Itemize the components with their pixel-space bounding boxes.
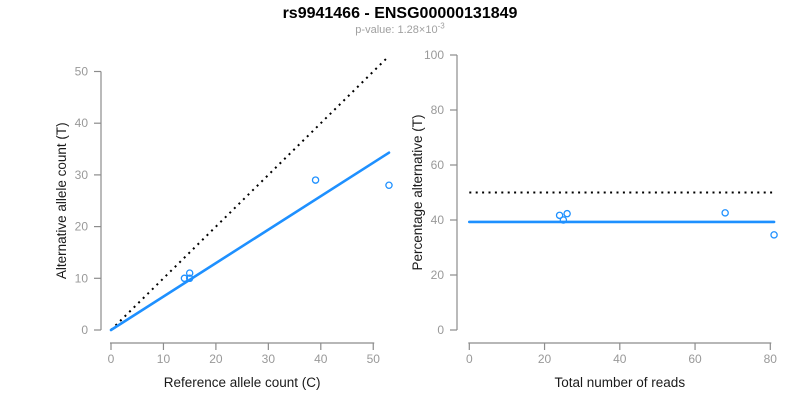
x-tick-label: 30: [262, 352, 276, 366]
y-tick-label: 50: [75, 65, 89, 79]
x-tick-label: 10: [157, 352, 171, 366]
y-axis-title: Alternative allele count (T): [54, 122, 69, 279]
x-tick-label: 60: [688, 352, 702, 366]
y-tick-label: 10: [75, 271, 89, 285]
x-tick-label: 20: [209, 352, 223, 366]
x-tick-label: 0: [108, 352, 115, 366]
y-tick-label: 20: [75, 220, 89, 234]
data-point: [721, 209, 729, 217]
x-axis-title: Reference allele count (C): [164, 375, 321, 390]
data-point: [770, 231, 778, 239]
y-tick-label: 30: [75, 168, 89, 182]
y-tick-label: 60: [431, 158, 445, 172]
x-tick-label: 40: [613, 352, 627, 366]
x-tick-label: 80: [764, 352, 778, 366]
fit-line: [109, 151, 391, 332]
data-point: [311, 176, 320, 184]
p-value-text: p-value: 1.28×10: [355, 24, 438, 36]
x-tick-label: 50: [367, 352, 381, 366]
data-point: [385, 181, 393, 189]
x-axis-title: Total number of reads: [555, 375, 686, 390]
y-tick-label: 80: [431, 103, 445, 117]
data-point: [559, 216, 568, 224]
reference-dotted-line: [110, 55, 390, 331]
left-panel: 0 10 20 30 40 50 0 10 20 30 40 50 Reference allele c…: [54, 55, 393, 390]
y-tick-label: 40: [75, 116, 89, 130]
figure-subtitle: p-value: 1.28×10-3: [0, 21, 800, 36]
data-point: [563, 209, 571, 218]
data-point: [180, 274, 189, 283]
data-point: [555, 211, 564, 220]
y-tick-label: 40: [431, 213, 445, 227]
x-tick-label: 0: [466, 352, 473, 366]
y-tick-label: 0: [437, 323, 444, 337]
y-tick-label: 20: [431, 268, 445, 282]
figure-title: rs9941466 - ENSG00000131849: [282, 5, 518, 22]
p-value-exponent: -3: [437, 21, 445, 31]
y-tick-label: 0: [81, 323, 88, 337]
x-tick-label: 40: [314, 352, 328, 366]
right-panel: 0 20 40 60 80 100 0 20 40 60 80 Total number of rea…: [410, 48, 778, 390]
data-point: [185, 269, 194, 277]
y-tick-label: 100: [424, 48, 444, 62]
x-tick-label: 20: [538, 352, 552, 366]
y-axis-title: Percentage alternative (T): [410, 114, 425, 270]
data-point: [185, 274, 194, 283]
